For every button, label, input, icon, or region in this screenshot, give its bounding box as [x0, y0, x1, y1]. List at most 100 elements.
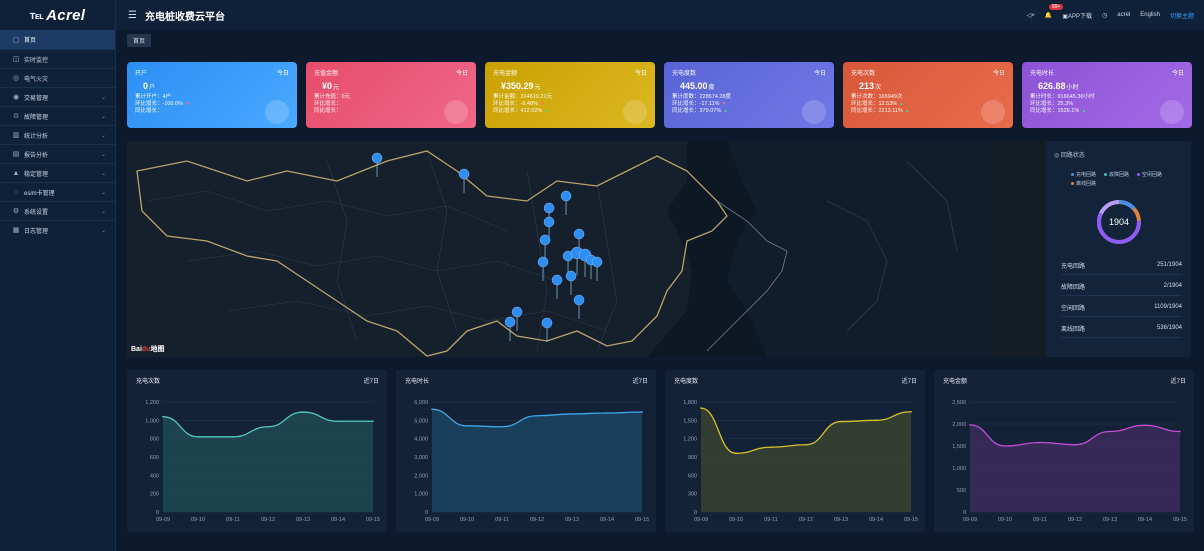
sidebar-item-label: 报告分析 — [24, 152, 49, 159]
data-point[interactable] — [197, 436, 199, 438]
data-point[interactable] — [466, 425, 468, 427]
chart-title: 充电度数 — [674, 379, 699, 385]
sidebar-item-0[interactable]: ▢ 首页 — [0, 30, 115, 49]
data-point[interactable] — [735, 452, 737, 455]
x-tick-label: 09-13 — [834, 517, 848, 523]
y-tick-label: 1,000 — [414, 492, 428, 498]
stat-card-3[interactable]: 充电度数 今日 445.00度 累计度数：228674.28度 环比增长：-17.11%… — [664, 62, 834, 128]
trend-arrow-icon: ▲ — [544, 108, 550, 114]
y-tick-label: 300 — [688, 492, 697, 498]
sidebar-item-5[interactable]: ▥ 统计分析 ⌄ — [0, 125, 115, 144]
data-point[interactable] — [267, 425, 269, 428]
sidebar-item-icon: ⚙ — [12, 208, 20, 215]
trend-arrow-icon: ▲ — [1081, 108, 1087, 114]
sidebar-item-4[interactable]: ⊙ 故障管理 ⌄ — [0, 106, 115, 125]
data-point[interactable] — [1179, 430, 1181, 433]
y-tick-label: 1,200 — [145, 400, 159, 406]
card-stat-line: 环比增长：-100.0% ▼ — [135, 101, 190, 107]
stat-card-5[interactable]: 充电时长 今日 626.88小时 累计时长：916645.30小时 环比增长：25.3%… — [1022, 62, 1192, 128]
legend-item[interactable]: 故障回路 — [1104, 172, 1133, 178]
data-point[interactable] — [875, 419, 877, 422]
user-name[interactable]: acrel — [1117, 12, 1131, 18]
chart-period[interactable]: 近7日 — [1170, 379, 1186, 385]
sidebar-item-10[interactable]: ▦ 日志管理 ⌄ — [0, 220, 115, 239]
chart-period[interactable]: 近7日 — [901, 379, 917, 385]
chart-period[interactable]: 近7日 — [632, 379, 648, 385]
page-title: 充电桩收费云平台 — [144, 11, 225, 23]
notification-bell[interactable]: 🔔 99+ — [1045, 3, 1064, 19]
data-point[interactable] — [840, 420, 842, 423]
top-header: ☰ 充电桩收费云平台 ◁× 🔔 99+ ▣APP下载 ◷ acrel Engli… — [116, 0, 1204, 30]
data-point[interactable] — [641, 411, 643, 413]
tab-home[interactable]: 首页 — [127, 34, 152, 47]
data-point[interactable] — [606, 412, 608, 414]
switch-theme-link[interactable]: 切换主题 — [1169, 13, 1194, 20]
data-point[interactable] — [969, 424, 971, 426]
data-point[interactable] — [232, 436, 234, 438]
data-point[interactable] — [1074, 443, 1076, 446]
data-point[interactable] — [571, 413, 573, 415]
tab-bar: 首页 — [116, 30, 1204, 50]
data-point[interactable] — [302, 411, 304, 413]
china-map[interactable]: Baidu地图 — [127, 141, 992, 357]
card-title: 充值金额 — [314, 71, 339, 77]
language-switch[interactable]: English — [1140, 12, 1160, 18]
y-tick-label: 0 — [694, 510, 697, 516]
x-tick-label: 09-09 — [694, 517, 708, 523]
hamburger-icon[interactable]: ☰ — [128, 9, 137, 21]
data-point[interactable] — [700, 407, 702, 409]
data-point[interactable] — [501, 425, 503, 428]
data-point[interactable] — [1144, 424, 1146, 427]
data-point[interactable] — [372, 420, 374, 423]
sidebar-item-8[interactable]: ◌ esim卡管理 ⌄ — [0, 182, 115, 201]
legend-item[interactable]: 离线回路 — [1071, 181, 1100, 187]
trend-arrow-icon: ▲ — [723, 108, 729, 114]
x-tick-label: 09-12 — [799, 517, 813, 523]
stat-card-1[interactable]: 充值金额 今日 ¥0元 累计充值：0元 环比增长： 同比增长： — [306, 62, 476, 128]
stat-card-0[interactable]: 开户 今日 0户 累计开户：4户 环比增长：-100.0% ▼ 同比增长： — [127, 62, 297, 128]
y-tick-label: 900 — [688, 455, 697, 461]
legend-item[interactable]: 充电回路 — [1071, 172, 1100, 178]
x-tick-label: 09-10 — [191, 517, 205, 523]
data-point[interactable] — [770, 446, 772, 449]
data-point[interactable] — [1039, 441, 1041, 444]
legend-item[interactable]: 空闲回路 — [1137, 172, 1166, 178]
x-tick-label: 09-11 — [764, 517, 778, 523]
data-point[interactable] — [431, 408, 433, 411]
user-icon[interactable]: ◷ — [1102, 12, 1108, 19]
data-point[interactable] — [1109, 430, 1111, 433]
y-tick-label: 1,000 — [145, 418, 159, 424]
sidebar-item-2[interactable]: ◎ 电气火灾 — [0, 68, 115, 87]
y-tick-label: 2,000 — [952, 422, 966, 428]
data-point[interactable] — [910, 410, 912, 413]
data-point[interactable] — [337, 420, 339, 423]
data-point[interactable] — [1004, 445, 1006, 447]
chevron-down-icon: ⌄ — [100, 189, 106, 196]
status-row-value: 536/1904 — [1156, 325, 1182, 331]
chevron-down-icon: ⌄ — [100, 132, 106, 139]
sidebar-item-icon: ▥ — [12, 132, 20, 139]
volume-icon[interactable]: ◁× — [1026, 12, 1035, 19]
sidebar-item-6[interactable]: ▤ 报告分析 ⌄ — [0, 144, 115, 163]
stat-card-4[interactable]: 充电次数 今日 213次 累计次数：165949次 环比增长：12.53% ▲ 同比增长：2… — [843, 62, 1013, 128]
logo[interactable]: ℡ Acrel — [0, 0, 115, 30]
stat-card-2[interactable]: 充电金额 今日 ¥350.29元 累计金额：314619.21元 环比增长：-6.48%… — [485, 62, 655, 128]
sidebar-item-1[interactable]: ◫ 实时监控 — [0, 49, 115, 68]
y-tick-label: 2,000 — [414, 473, 428, 479]
data-point[interactable] — [162, 415, 164, 418]
sidebar-item-9[interactable]: ⚙ 系统设置 ⌄ — [0, 201, 115, 220]
status-donut: 1904 — [1097, 200, 1141, 244]
app-download-link[interactable]: ▣APP下载 — [1062, 13, 1093, 20]
chart-period[interactable]: 近7日 — [363, 379, 379, 385]
y-tick-label: 4,000 — [414, 437, 428, 443]
data-point[interactable] — [805, 443, 807, 446]
status-row-label: 故障回路 — [1061, 284, 1086, 291]
card-stat-line: 同比增长：412.52% ▲ — [493, 108, 550, 114]
series-area — [970, 424, 1180, 512]
card-stat-line: 环比增长：25.3% — [1030, 101, 1074, 107]
chevron-down-icon: ⌄ — [100, 151, 106, 158]
sidebar-item-7[interactable]: ▲ 稳定管理 ⌄ — [0, 163, 115, 182]
card-stat-line: 环比增长：12.53% ▲ — [851, 101, 905, 107]
sidebar-item-3[interactable]: ◉ 交易管理 ⌄ — [0, 87, 115, 106]
data-point[interactable] — [536, 414, 538, 417]
